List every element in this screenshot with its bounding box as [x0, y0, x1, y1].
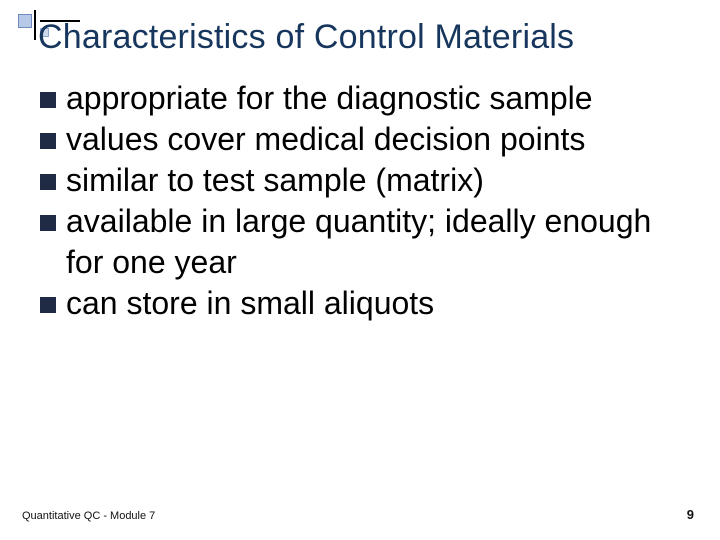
list-item: available in large quantity; ideally eno… [40, 201, 680, 283]
deco-square-icon [18, 14, 32, 28]
list-item-text: values cover medical decision points [66, 119, 585, 160]
list-item-text: available in large quantity; ideally eno… [66, 201, 680, 283]
list-item-text: can store in small aliquots [66, 283, 434, 324]
bullet-icon [40, 297, 56, 313]
list-item-text: similar to test sample (matrix) [66, 160, 484, 201]
bullet-icon [40, 92, 56, 108]
deco-vertical-line [34, 10, 36, 40]
list-item: appropriate for the diagnostic sample [40, 78, 680, 119]
bullet-icon [40, 215, 56, 231]
slide-body: appropriate for the diagnostic sample va… [40, 78, 680, 324]
bullet-icon [40, 174, 56, 190]
slide: Characteristics of Control Materials app… [0, 0, 720, 540]
slide-title: Characteristics of Control Materials [38, 18, 700, 57]
bullet-icon [40, 133, 56, 149]
list-item: values cover medical decision points [40, 119, 680, 160]
list-item-text: appropriate for the diagnostic sample [66, 78, 593, 119]
list-item: similar to test sample (matrix) [40, 160, 680, 201]
footer-page-number: 9 [687, 507, 694, 522]
list-item: can store in small aliquots [40, 283, 680, 324]
footer-module-label: Quantitative QC - Module 7 [22, 510, 155, 522]
